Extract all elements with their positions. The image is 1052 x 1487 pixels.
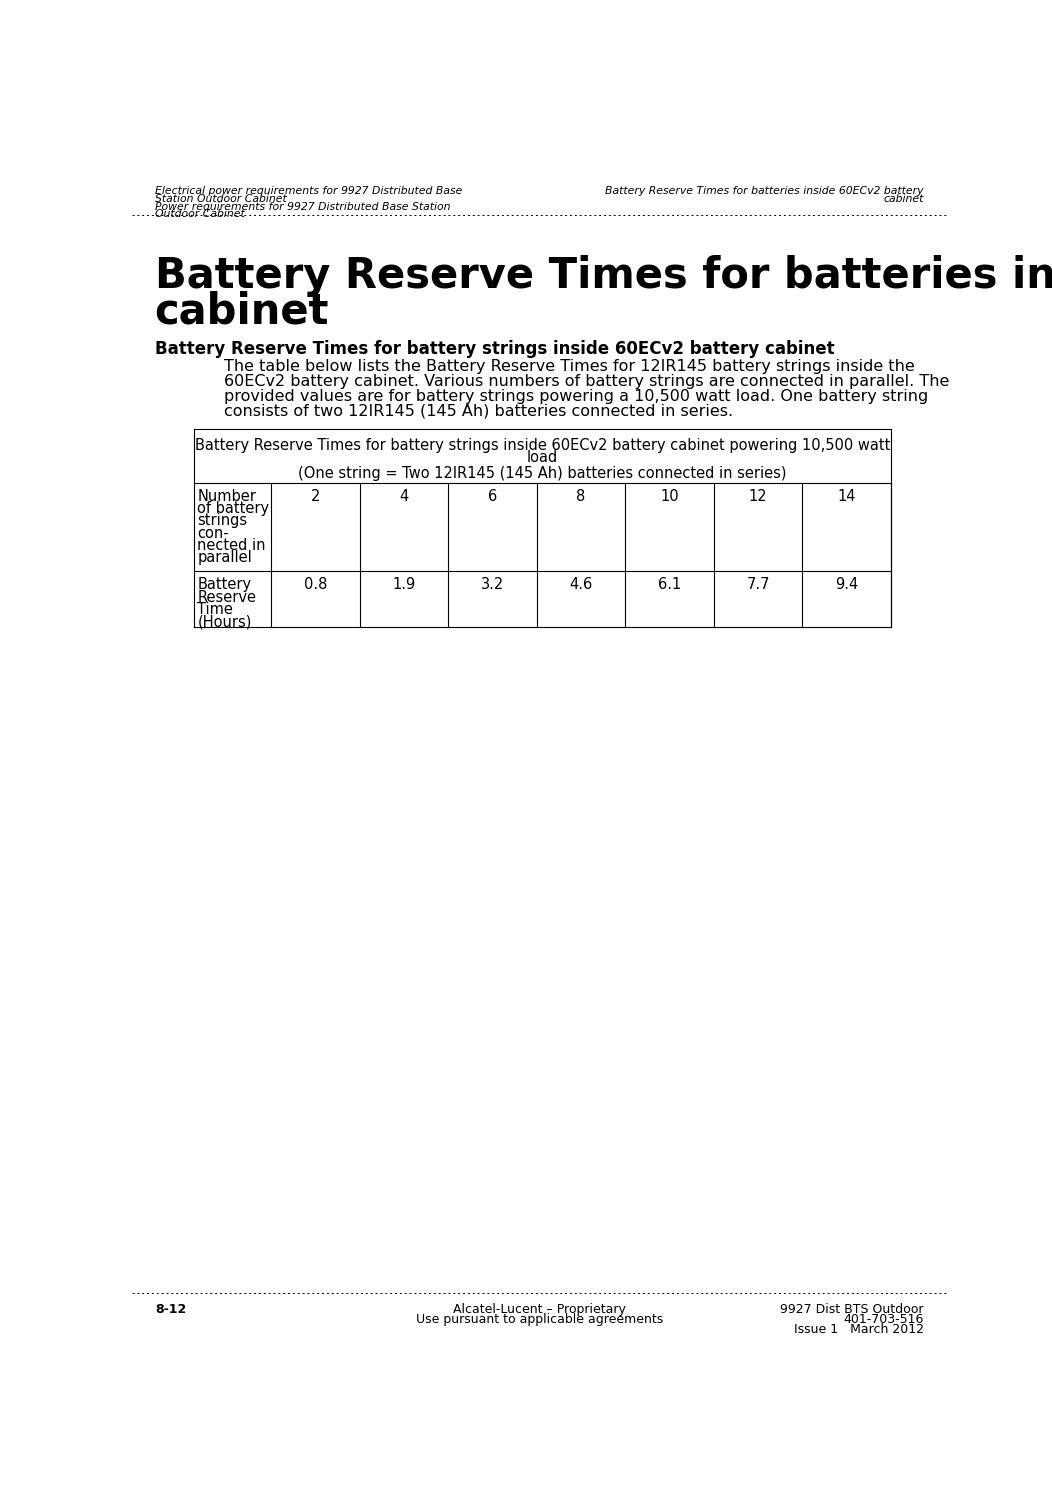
Text: 2: 2 <box>310 489 320 504</box>
Text: (Hours): (Hours) <box>198 614 251 629</box>
Text: consists of two 12IR145 (145 Ah) batteries connected in series.: consists of two 12IR145 (145 Ah) batteri… <box>224 403 733 418</box>
Text: parallel: parallel <box>198 550 252 565</box>
Text: cabinet: cabinet <box>155 290 329 332</box>
Text: (One string = Two 12IR145 (145 Ah) batteries connected in series): (One string = Two 12IR145 (145 Ah) batte… <box>298 465 787 480</box>
Text: 8-12: 8-12 <box>155 1303 186 1316</box>
Text: 9927 Dist BTS Outdoor: 9927 Dist BTS Outdoor <box>780 1303 924 1316</box>
Text: Reserve: Reserve <box>198 590 257 605</box>
Text: 3.2: 3.2 <box>481 577 504 592</box>
Text: Alcatel-Lucent – Proprietary: Alcatel-Lucent – Proprietary <box>452 1303 626 1316</box>
Text: Number: Number <box>198 489 257 504</box>
Text: 0.8: 0.8 <box>304 577 327 592</box>
Text: Use pursuant to applicable agreements: Use pursuant to applicable agreements <box>416 1313 663 1325</box>
Text: Battery Reserve Times for batteries inside 60ECv2 battery: Battery Reserve Times for batteries insi… <box>605 186 924 196</box>
Text: Station Outdoor Cabinet: Station Outdoor Cabinet <box>155 193 286 204</box>
Text: 401-703-516: 401-703-516 <box>843 1313 924 1325</box>
Text: 9.4: 9.4 <box>835 577 858 592</box>
Text: Issue 1   March 2012: Issue 1 March 2012 <box>793 1322 924 1335</box>
Text: Battery Reserve Times for batteries inside 60ECv2 battery: Battery Reserve Times for batteries insi… <box>155 256 1052 297</box>
Text: 1.9: 1.9 <box>392 577 416 592</box>
Text: 6: 6 <box>488 489 497 504</box>
Text: load: load <box>527 451 558 465</box>
Text: The table below lists the Battery Reserve Times for 12IR145 battery strings insi: The table below lists the Battery Reserv… <box>224 360 915 375</box>
Text: Electrical power requirements for 9927 Distributed Base: Electrical power requirements for 9927 D… <box>155 186 462 196</box>
Text: con-: con- <box>198 526 229 541</box>
Text: 6.1: 6.1 <box>658 577 682 592</box>
Text: 10: 10 <box>661 489 679 504</box>
Text: Battery Reserve Times for battery strings inside 60ECv2 battery cabinet: Battery Reserve Times for battery string… <box>155 341 834 358</box>
Text: cabinet: cabinet <box>884 193 924 204</box>
Text: Battery Reserve Times for battery strings inside 60ECv2 battery cabinet powering: Battery Reserve Times for battery string… <box>195 439 890 454</box>
Text: Battery: Battery <box>198 577 251 592</box>
Text: strings: strings <box>198 513 247 528</box>
Text: 4.6: 4.6 <box>569 577 592 592</box>
Text: nected in: nected in <box>198 538 266 553</box>
Text: 7.7: 7.7 <box>746 577 770 592</box>
Text: 60ECv2 battery cabinet. Various numbers of battery strings are connected in para: 60ECv2 battery cabinet. Various numbers … <box>224 375 950 390</box>
Text: Time: Time <box>198 602 234 617</box>
Text: 8: 8 <box>576 489 586 504</box>
Text: 14: 14 <box>837 489 856 504</box>
Text: Outdoor Cabinet: Outdoor Cabinet <box>155 210 244 219</box>
Text: 12: 12 <box>749 489 768 504</box>
Text: Power requirements for 9927 Distributed Base Station: Power requirements for 9927 Distributed … <box>155 202 450 211</box>
Text: provided values are for battery strings powering a 10,500 watt load. One battery: provided values are for battery strings … <box>224 388 929 403</box>
Text: 4: 4 <box>399 489 408 504</box>
Text: of battery: of battery <box>198 501 269 516</box>
